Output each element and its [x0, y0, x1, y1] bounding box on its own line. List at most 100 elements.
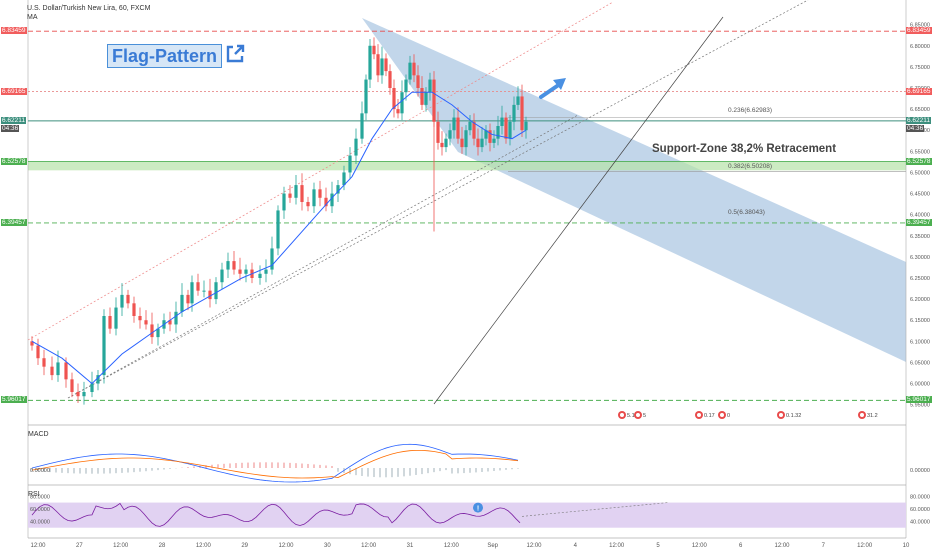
- candle-body: [238, 269, 242, 274]
- price-label-right: 6.83459: [906, 27, 932, 35]
- candle-body: [408, 62, 412, 80]
- candle-body: [472, 121, 476, 139]
- support-zone: [28, 161, 906, 171]
- price-tick-label: 6.80000: [910, 44, 930, 50]
- flag-channel: [362, 18, 906, 362]
- candle-body: [126, 294, 130, 304]
- external-link-icon[interactable]: [224, 43, 246, 65]
- price-label-right: 5.96017: [906, 396, 932, 404]
- candle-body: [480, 138, 484, 148]
- candle-body: [64, 362, 68, 380]
- candle-body: [282, 193, 286, 211]
- price-tick-label: 6.75000: [910, 65, 930, 71]
- ma-line: [31, 91, 527, 385]
- trendline-long: [433, 16, 724, 405]
- candle-body: [226, 261, 230, 270]
- candle-body: [288, 193, 292, 198]
- candle-body: [508, 121, 512, 139]
- candle-body: [108, 316, 112, 329]
- price-tick-label: 6.40000: [910, 213, 930, 219]
- trendline-upper: [27, 1, 614, 341]
- event-value-label: 0.17: [704, 413, 715, 419]
- rsi-trendline: [521, 502, 669, 517]
- time-tick-label: 12:00: [692, 543, 708, 549]
- price-tick-label: 6.85000: [910, 23, 930, 29]
- price-tick-label: 6.55000: [910, 149, 930, 155]
- candle-body: [244, 269, 248, 274]
- candle-body: [76, 392, 80, 397]
- candle-body: [436, 121, 440, 143]
- candle-body: [412, 62, 416, 76]
- macd-pane-label: MACD: [28, 431, 49, 438]
- candle-body: [336, 185, 340, 194]
- candle-body: [354, 138, 358, 156]
- candle-body: [392, 88, 396, 110]
- time-tick-label: 12:00: [444, 543, 460, 549]
- moving-average-line: [31, 91, 527, 385]
- time-tick-label: 10: [903, 543, 910, 549]
- candle-body: [476, 138, 480, 148]
- candle-body: [384, 58, 388, 72]
- candle-body: [520, 96, 524, 131]
- candle-body: [460, 138, 464, 148]
- candle-body: [90, 383, 94, 392]
- candle-body: [424, 92, 428, 105]
- rsi-pane-label: RSI: [28, 491, 40, 498]
- price-label-left: 6.39457: [1, 218, 27, 226]
- candle-body: [294, 185, 298, 198]
- price-label-right: 6.39457: [906, 218, 932, 226]
- price-label-left: 6.83459: [1, 27, 27, 35]
- price-label-left: 5.96017: [1, 396, 27, 404]
- macd-tick-label: 0.00000: [910, 468, 930, 474]
- candle-body: [196, 282, 200, 291]
- price-tick-label: 6.20000: [910, 297, 930, 303]
- price-label-right: 04:36: [906, 124, 925, 132]
- price-tick-label: 6.65000: [910, 107, 930, 113]
- time-tick-label: Sep: [487, 543, 498, 549]
- rsi-band: [28, 502, 906, 528]
- time-tick-label: 12:00: [609, 543, 625, 549]
- rsi-tick-label: 40.0000: [30, 519, 50, 525]
- rsi-tick-label: 80.0000: [910, 494, 930, 500]
- candle-body: [444, 138, 448, 148]
- candle-body: [306, 202, 310, 207]
- symbol-title: U.S. Dollar/Turkish New Lira, 60, FXCM: [27, 5, 151, 12]
- candle-body: [174, 311, 178, 325]
- candle-body: [232, 261, 236, 270]
- price-label-right: 6.62211: [906, 116, 932, 124]
- candle-body: [324, 197, 328, 207]
- macd-pane: [31, 443, 519, 483]
- candle-body: [524, 121, 528, 131]
- candle-body: [380, 58, 384, 76]
- candle-body: [120, 294, 124, 308]
- rsi-pane: !: [28, 502, 906, 528]
- event-flag-icon: 0: [718, 411, 730, 419]
- time-tick-label: 12:00: [526, 543, 542, 549]
- economic-events: 5.1 5 0.17 0 0.1.32 31.2: [618, 411, 878, 419]
- macd-signal-line: [31, 449, 519, 479]
- price-tick-label: 6.00000: [910, 382, 930, 388]
- time-tick-label: 27: [76, 543, 83, 549]
- candle-body: [492, 138, 496, 143]
- candle-body: [132, 303, 136, 316]
- price-label-left: 6.52578: [1, 157, 27, 165]
- candle-body: [360, 113, 364, 139]
- candle-body: [42, 358, 46, 367]
- price-label-left: 6.69165: [1, 87, 27, 95]
- candle-body: [102, 316, 106, 376]
- flag-pattern-label[interactable]: Flag-Pattern: [107, 44, 223, 68]
- time-tick-label: 30: [324, 543, 331, 549]
- event-flag-icon: [636, 413, 640, 417]
- candle-body: [138, 316, 142, 321]
- candle-body: [342, 172, 346, 186]
- candle-body: [114, 307, 118, 329]
- candle-body: [330, 193, 334, 207]
- candlestick-series: [30, 37, 528, 405]
- candle-body: [388, 71, 392, 88]
- price-tick-label: 6.30000: [910, 255, 930, 261]
- rsi-tick-label: 80.0000: [30, 494, 50, 500]
- candle-body: [276, 210, 280, 249]
- rsi-tick-label: 60.0000: [910, 507, 930, 513]
- time-tick-label: 31: [407, 543, 414, 549]
